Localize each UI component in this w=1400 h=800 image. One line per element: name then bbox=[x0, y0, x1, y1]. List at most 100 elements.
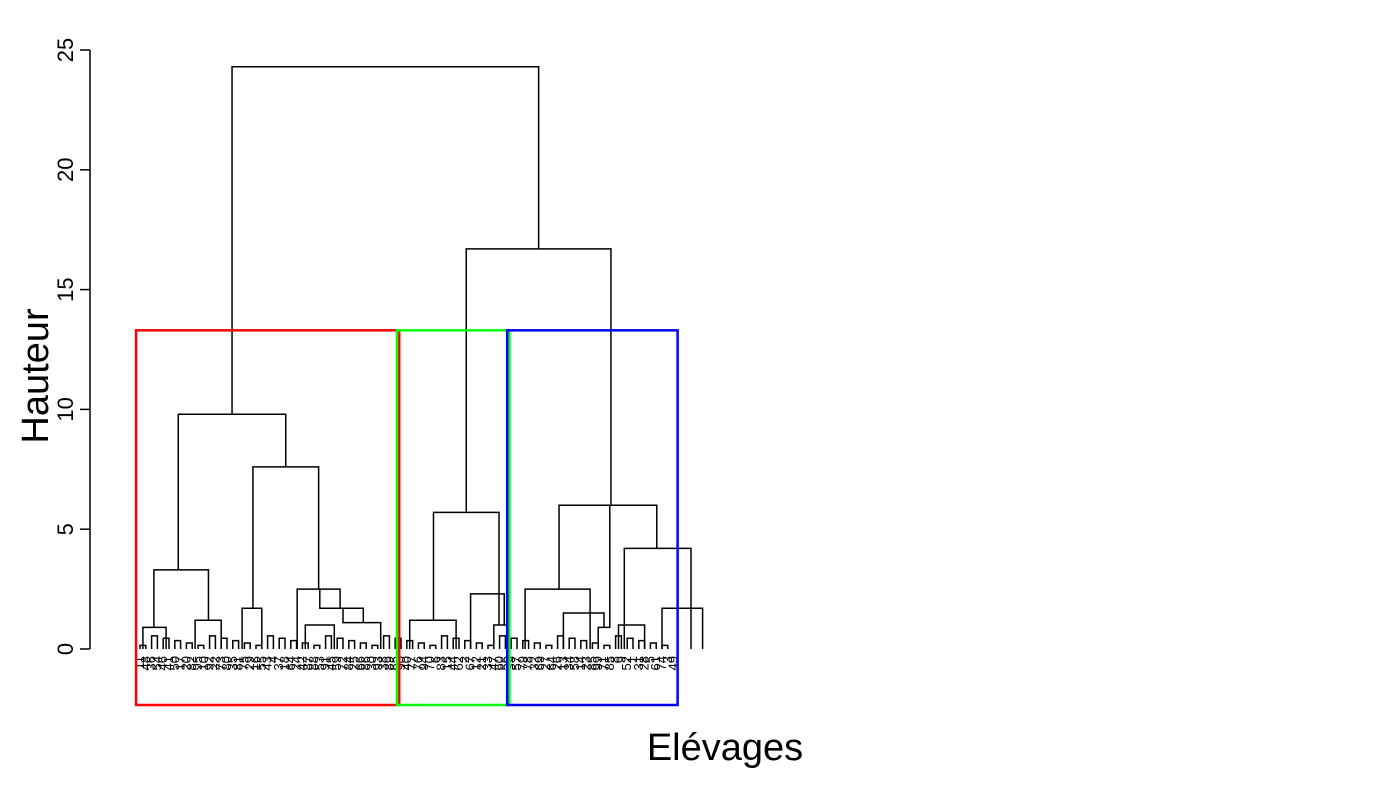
leaf-label: 48 bbox=[138, 656, 153, 670]
dendrogram-merge bbox=[524, 588, 591, 649]
leaf-label: 10 bbox=[196, 656, 211, 670]
dendrogram-leaf-merge bbox=[510, 637, 518, 649]
leaf-label: 93 bbox=[370, 656, 385, 670]
leaf-label: 2 bbox=[457, 656, 472, 663]
y-tick-label: 15 bbox=[53, 277, 78, 301]
dendrogram-merge bbox=[432, 511, 500, 626]
leaf-label: 66 bbox=[352, 656, 367, 670]
leaf-label: 59 bbox=[329, 656, 344, 670]
leaf-label: 29 bbox=[242, 656, 257, 670]
y-tick-label: 20 bbox=[53, 158, 78, 182]
leaf-label: 54 bbox=[149, 656, 164, 670]
leaf-label: 31 bbox=[631, 656, 646, 670]
dendrogram-merge bbox=[465, 248, 612, 513]
leaf-label: 70 bbox=[422, 656, 437, 670]
leaf-label: 40 bbox=[399, 656, 414, 670]
leaf-label: 14 bbox=[573, 656, 588, 670]
leaf-label: 42 bbox=[294, 656, 309, 670]
dendrogram-leaf-merge bbox=[464, 639, 472, 649]
leaf-label: 41 bbox=[161, 656, 176, 670]
dendrogram-leaf-merge bbox=[661, 644, 669, 649]
dendrogram-merge bbox=[597, 505, 611, 649]
leaf-label: 47 bbox=[486, 656, 501, 670]
leaf-label: 1 bbox=[625, 656, 640, 663]
leaf-labels: 1148365446415017208295109222738035817529… bbox=[132, 656, 681, 670]
dendrogram-merge bbox=[153, 569, 210, 628]
leaf-label: 15 bbox=[439, 656, 454, 670]
dendrogram-leaf-merge bbox=[475, 642, 483, 649]
leaf-label: 78 bbox=[521, 656, 536, 670]
dendrogram-tree bbox=[139, 66, 704, 649]
leaf-label: 13 bbox=[555, 656, 570, 670]
leaf-label: 20 bbox=[178, 656, 193, 670]
leaf-label: 38 bbox=[376, 656, 391, 670]
leaf-label: 64 bbox=[544, 656, 559, 670]
leaf-label: 91 bbox=[318, 656, 333, 670]
dendrogram-leaf-merge bbox=[533, 642, 541, 649]
leaf-label: 87 bbox=[300, 656, 315, 670]
dendrogram-leaf-merge bbox=[649, 642, 657, 649]
y-tick-label: 25 bbox=[53, 38, 78, 62]
dendrogram-merge bbox=[241, 607, 263, 649]
dendrogram-merge bbox=[194, 619, 222, 649]
leaf-label: 4 bbox=[265, 656, 280, 663]
dendrogram-leaf-merge bbox=[406, 639, 414, 649]
dendrogram-merge bbox=[562, 612, 605, 649]
dendrogram-leaf-merge bbox=[545, 644, 553, 649]
leaf-label: 88 bbox=[306, 656, 321, 670]
dendrogram-leaf-merge bbox=[638, 639, 646, 649]
leaf-label: 36 bbox=[144, 656, 159, 670]
leaf-label: 95 bbox=[190, 656, 205, 670]
leaf-label: 52 bbox=[619, 656, 634, 670]
leaf-label: 94 bbox=[416, 656, 431, 670]
dendrogram-leaf-merge bbox=[348, 639, 356, 649]
leaf-label: 12 bbox=[468, 656, 483, 670]
dendrogram-merge bbox=[319, 589, 365, 623]
leaf-label: 9 bbox=[613, 656, 628, 663]
leaf-label: 27 bbox=[538, 656, 553, 670]
dendrogram-leaf-merge bbox=[452, 637, 460, 649]
dendrogram-leaf-merge bbox=[208, 635, 217, 649]
leaf-label: 74 bbox=[654, 656, 669, 670]
dendrogram-merge bbox=[296, 588, 341, 649]
leaf-label: 62 bbox=[451, 656, 466, 670]
leaf-label: 72 bbox=[335, 656, 350, 670]
leaf-label: 69 bbox=[532, 656, 547, 670]
dendrogram-leaf-merge bbox=[371, 644, 379, 649]
leaf-label: 25 bbox=[347, 656, 362, 670]
leaf-label: 45 bbox=[323, 656, 338, 670]
leaf-label: 76 bbox=[410, 656, 425, 670]
leaf-label: 8 bbox=[608, 656, 623, 663]
dendrogram-leaf-merge bbox=[429, 644, 437, 649]
leaf-label: 61 bbox=[648, 656, 663, 670]
dendrogram-merge bbox=[623, 547, 692, 649]
dendrogram-leaf-merge bbox=[197, 644, 205, 649]
leaf-label: 79 bbox=[515, 656, 530, 670]
leaf-label: 33 bbox=[480, 656, 495, 670]
dendrogram-leaf-merge bbox=[220, 637, 228, 649]
leaf-label: 60 bbox=[492, 656, 507, 670]
leaf-label: 30 bbox=[364, 656, 379, 670]
leaf-label: 57 bbox=[509, 656, 524, 670]
dendrogram-leaf-merge bbox=[568, 637, 576, 649]
y-axis-title: Hauteur bbox=[15, 308, 57, 444]
leaf-label: 99 bbox=[590, 656, 605, 670]
dendrogram-leaf-merge bbox=[185, 642, 193, 649]
leaf-label: 73 bbox=[213, 656, 228, 670]
dendrogram-leaf-merge bbox=[243, 642, 251, 649]
dendrogram-leaf-merge bbox=[591, 642, 599, 649]
leaf-label: 67 bbox=[463, 656, 478, 670]
leaf-label: 32 bbox=[526, 656, 541, 670]
y-tick-label: 0 bbox=[53, 643, 78, 655]
leaf-label: 3 bbox=[660, 656, 675, 663]
dendrogram-leaf-merge bbox=[150, 635, 159, 649]
cluster-box bbox=[395, 329, 511, 707]
dendrogram-leaf-merge bbox=[301, 642, 309, 649]
leaf-label: 37 bbox=[271, 656, 286, 670]
dendrogram-merge bbox=[304, 624, 336, 649]
leaf-label: 6 bbox=[428, 656, 443, 663]
leaf-label: 34 bbox=[561, 656, 576, 670]
dendrogram-leaf-merge bbox=[290, 639, 298, 649]
leaf-label: 43 bbox=[260, 656, 275, 670]
